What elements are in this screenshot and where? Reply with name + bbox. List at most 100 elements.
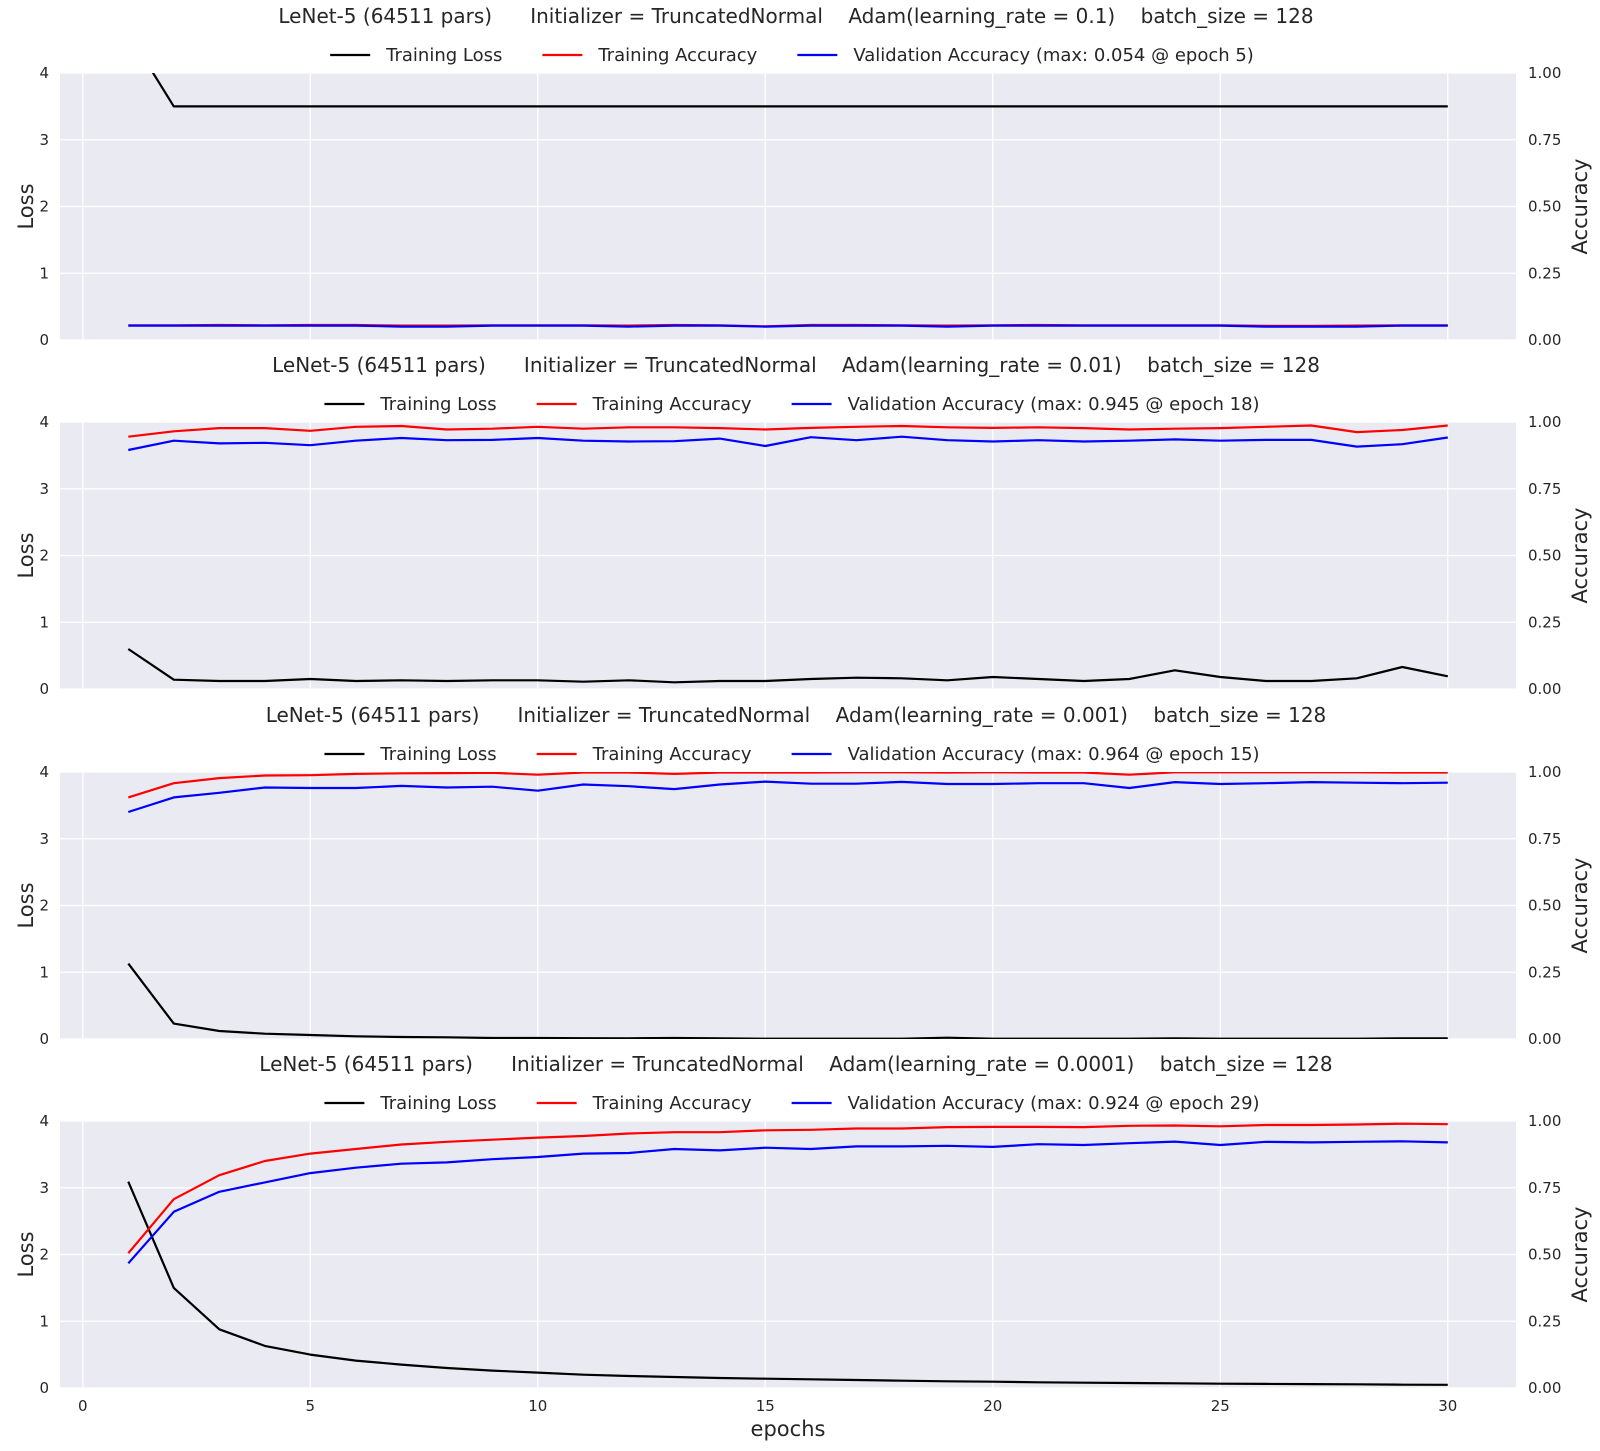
accuracy-tick-label: 0.00 xyxy=(1528,1030,1561,1048)
loss-tick-label: 3 xyxy=(39,131,49,149)
legend-label: Training Loss xyxy=(379,744,496,765)
x-axis-label: epochs xyxy=(751,1417,826,1441)
legend-item-training-loss: Training Loss xyxy=(324,1093,497,1114)
validation-accuracy-line xyxy=(127,780,1448,814)
training-loss-line xyxy=(151,73,1448,108)
legend-item-training-accuracy: Training Accuracy xyxy=(542,45,758,66)
panel-title: LeNet-5 (64511 pars) Initializer = Trunc… xyxy=(266,703,1327,727)
loss-tick-label: 4 xyxy=(39,763,49,781)
legend-label: Training Loss xyxy=(385,45,502,66)
training-loss-line xyxy=(127,962,1448,1039)
legend-label: Validation Accuracy (max: 0.964 @ epoch … xyxy=(848,744,1260,765)
legend: Training Loss Training Accuracy Validation… xyxy=(324,744,1260,765)
panel-title: LeNet-5 (64511 pars) Initializer = Trunc… xyxy=(278,4,1313,28)
legend-item-validation-accuracy: Validation Accuracy (max: 0.964 @ epoch … xyxy=(791,744,1260,765)
training-loss-line xyxy=(127,648,1449,684)
x-tick-label: 5 xyxy=(305,1397,315,1415)
legend-label: Training Accuracy xyxy=(592,394,752,415)
accuracy-tick-label: 0.00 xyxy=(1528,331,1561,349)
loss-tick-label: 1 xyxy=(39,963,49,981)
loss-axis-label: Loss xyxy=(14,532,38,578)
accuracy-tick-label: 0.75 xyxy=(1528,1179,1561,1197)
loss-tick-label: 0 xyxy=(39,1030,49,1048)
accuracy-tick-label: 0.75 xyxy=(1528,480,1561,498)
x-tick-label: 20 xyxy=(983,1397,1002,1415)
legend-label: Training Accuracy xyxy=(597,45,757,66)
loss-tick-label: 1 xyxy=(39,613,49,631)
panel-3: 0 1 2 3 4 0.00 0.25 0.50 0.75 1.00 Loss Accuracy LeN… xyxy=(14,703,1592,1048)
validation-accuracy-line xyxy=(128,324,1448,328)
legend-label: Training Loss xyxy=(379,1093,496,1114)
panel-4: 0 1 2 3 4 0.00 0.25 0.50 0.75 1.00 Loss Accuracy LeN… xyxy=(14,1052,1592,1441)
training-accuracy-line xyxy=(128,424,1448,438)
loss-tick-label: 0 xyxy=(39,331,49,349)
x-tick-label: 0 xyxy=(78,1397,88,1415)
legend-label: Validation Accuracy (max: 0.924 @ epoch … xyxy=(848,1093,1260,1114)
legend-item-training-loss: Training Loss xyxy=(324,394,497,415)
loss-tick-label: 2 xyxy=(39,198,49,216)
loss-tick-label: 3 xyxy=(39,480,49,498)
accuracy-tick-label: 0.25 xyxy=(1528,613,1561,631)
accuracy-tick-label: 0.25 xyxy=(1528,963,1561,981)
accuracy-axis-label: Accuracy xyxy=(1568,508,1592,604)
accuracy-axis-label: Accuracy xyxy=(1568,1207,1592,1303)
accuracy-tick-label: 1.00 xyxy=(1528,1112,1561,1130)
panel-1: 0 1 2 3 4 0.00 0.25 0.50 0.75 1.00 Loss Accuracy LeN… xyxy=(14,4,1592,349)
legend: Training Loss Training Accuracy Validation… xyxy=(324,394,1260,415)
loss-tick-label: 2 xyxy=(39,1246,49,1264)
loss-tick-label: 2 xyxy=(39,547,49,565)
loss-axis-label: Loss xyxy=(14,183,38,229)
panel-title: LeNet-5 (64511 pars) Initializer = Trunc… xyxy=(272,353,1320,377)
panel-2: 0 1 2 3 4 0.00 0.25 0.50 0.75 1.00 Loss Accuracy LeN… xyxy=(14,353,1592,698)
panel-title: LeNet-5 (64511 pars) Initializer = Trunc… xyxy=(259,1052,1332,1076)
legend-item-training-loss: Training Loss xyxy=(330,45,502,66)
loss-tick-label: 3 xyxy=(39,830,49,848)
legend-label: Training Loss xyxy=(379,394,496,415)
loss-tick-label: 0 xyxy=(39,1379,49,1397)
accuracy-tick-label: 0.00 xyxy=(1528,680,1561,698)
accuracy-tick-label: 0.50 xyxy=(1528,198,1561,216)
loss-tick-label: 1 xyxy=(39,264,49,282)
loss-axis-label: Loss xyxy=(14,1231,38,1277)
accuracy-tick-label: 1.00 xyxy=(1528,763,1561,781)
loss-tick-label: 1 xyxy=(39,1312,49,1330)
x-tick-label: 10 xyxy=(528,1397,547,1415)
loss-axis-label: Loss xyxy=(14,882,38,928)
accuracy-tick-label: 1.00 xyxy=(1528,64,1561,82)
legend-item-training-accuracy: Training Accuracy xyxy=(536,1093,752,1114)
validation-accuracy-line xyxy=(127,1140,1448,1265)
legend-item-validation-accuracy: Validation Accuracy (max: 0.054 @ epoch … xyxy=(797,45,1254,66)
legend-item-validation-accuracy: Validation Accuracy (max: 0.945 @ epoch … xyxy=(791,394,1260,415)
accuracy-tick-label: 0.25 xyxy=(1528,264,1561,282)
training-accuracy-line xyxy=(127,1122,1448,1254)
accuracy-tick-label: 1.00 xyxy=(1528,413,1561,431)
x-tick-label: 30 xyxy=(1438,1397,1457,1415)
loss-tick-label: 4 xyxy=(39,413,49,431)
accuracy-axis-label: Accuracy xyxy=(1568,858,1592,954)
legend: Training Loss Training Accuracy Validation… xyxy=(330,45,1254,66)
loss-tick-label: 4 xyxy=(39,1112,49,1130)
x-tick-label: 15 xyxy=(756,1397,775,1415)
legend-item-training-loss: Training Loss xyxy=(324,744,497,765)
legend-item-training-accuracy: Training Accuracy xyxy=(536,744,752,765)
legend-item-training-accuracy: Training Accuracy xyxy=(536,394,752,415)
accuracy-tick-label: 0.25 xyxy=(1528,1312,1561,1330)
loss-tick-label: 2 xyxy=(39,897,49,915)
accuracy-tick-label: 0.50 xyxy=(1528,547,1561,565)
legend-label: Training Accuracy xyxy=(592,744,752,765)
legend-label: Validation Accuracy (max: 0.054 @ epoch … xyxy=(853,45,1254,66)
accuracy-tick-label: 0.75 xyxy=(1528,830,1561,848)
loss-tick-label: 4 xyxy=(39,64,49,82)
legend: Training Loss Training Accuracy Validation… xyxy=(324,1093,1260,1114)
validation-accuracy-line xyxy=(128,435,1448,452)
x-tick-label: 25 xyxy=(1211,1397,1230,1415)
training-loss-line xyxy=(127,1181,1448,1386)
legend-label: Validation Accuracy (max: 0.945 @ epoch … xyxy=(848,394,1260,415)
accuracy-axis-label: Accuracy xyxy=(1568,159,1592,255)
loss-tick-label: 0 xyxy=(39,680,49,698)
legend-item-validation-accuracy: Validation Accuracy (max: 0.924 @ epoch … xyxy=(791,1093,1260,1114)
accuracy-tick-label: 0.00 xyxy=(1528,1379,1561,1397)
loss-tick-label: 3 xyxy=(39,1179,49,1197)
training-accuracy-line xyxy=(127,772,1448,799)
